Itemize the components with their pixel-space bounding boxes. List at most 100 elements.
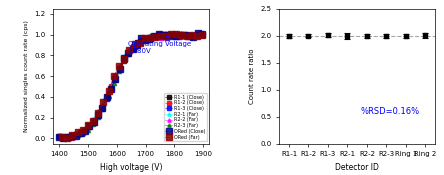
- R1-2 (Close): [135, 43, 140, 45]
- R1-1 (Close): [130, 47, 135, 49]
- R1-2 (Close): [113, 75, 118, 77]
- R1-1 (Close): [65, 137, 71, 139]
- R2-3 (Far): [122, 59, 127, 61]
- R1-2 (Close): [173, 34, 178, 37]
- R1-1 (Close): [169, 34, 174, 36]
- R1-3 (Close): [195, 33, 200, 36]
- R2-3 (Far): [116, 70, 122, 72]
- R1-3 (Close): [104, 98, 109, 100]
- ORed (Close): [87, 125, 92, 127]
- R1-1 (Close): [74, 133, 79, 135]
- R2-1 (Far): [199, 34, 205, 36]
- ORed (Close): [56, 136, 62, 138]
- R1-3 (Close): [83, 129, 88, 131]
- ORed (Far): [143, 36, 148, 38]
- R2-1 (Far): [111, 78, 117, 80]
- R1-1 (Close): [178, 34, 183, 36]
- Line: R1-1 (Close): R1-1 (Close): [57, 32, 204, 140]
- R1-1 (Close): [160, 33, 166, 36]
- ORed (Close): [104, 96, 109, 98]
- R2-3 (Far): [59, 136, 65, 139]
- R1-2 (Close): [195, 34, 200, 36]
- R1-1 (Close): [147, 38, 153, 41]
- R2-3 (Far): [143, 39, 148, 41]
- R1-3 (Close): [61, 137, 66, 139]
- R1-2 (Close): [147, 37, 153, 39]
- R1-1 (Close): [165, 33, 170, 35]
- R2-1 (Far): [174, 33, 179, 35]
- R2-1 (Far): [184, 34, 189, 36]
- R1-3 (Close): [190, 34, 196, 36]
- R1-1 (Close): [199, 34, 205, 36]
- ORed (Close): [69, 134, 75, 136]
- R1-2 (Close): [100, 106, 105, 108]
- R1-2 (Close): [126, 51, 131, 53]
- R2-2 (Far): [194, 33, 200, 35]
- X-axis label: High voltage (V): High voltage (V): [100, 163, 163, 172]
- ORed (Close): [152, 35, 157, 37]
- R1-1 (Close): [135, 41, 140, 43]
- ORed (Close): [117, 68, 123, 70]
- R2-2 (Far): [163, 36, 169, 38]
- R1-1 (Close): [104, 96, 109, 98]
- R2-2 (Far): [189, 35, 194, 37]
- R2-2 (Far): [137, 40, 143, 42]
- ORed (Close): [169, 34, 174, 36]
- ORed (Close): [91, 121, 96, 123]
- R2-2 (Far): [70, 134, 75, 136]
- R1-3 (Close): [160, 36, 166, 38]
- R2-1 (Far): [106, 90, 111, 92]
- R2-3 (Far): [174, 34, 179, 36]
- ORed (Close): [173, 34, 178, 37]
- R2-2 (Far): [143, 37, 148, 39]
- R1-1 (Close): [91, 120, 96, 122]
- R2-1 (Far): [179, 35, 184, 37]
- Line: R1-2 (Close): R1-2 (Close): [57, 32, 204, 140]
- R2-1 (Far): [95, 110, 101, 112]
- ORed (Far): [122, 58, 127, 60]
- ORed (Far): [127, 49, 132, 51]
- R2-2 (Far): [127, 49, 132, 51]
- R1-1 (Close): [173, 32, 178, 34]
- ORed (Close): [61, 137, 66, 139]
- Line: R1-3 (Close): R1-3 (Close): [57, 32, 204, 140]
- ORed (Far): [184, 34, 189, 37]
- R2-3 (Far): [127, 51, 132, 53]
- ORed (Far): [116, 65, 122, 67]
- R1-3 (Close): [117, 67, 123, 69]
- ORed (Close): [160, 34, 166, 36]
- X-axis label: Detector ID: Detector ID: [335, 163, 379, 172]
- ORed (Far): [189, 34, 194, 36]
- R1-1 (Close): [152, 35, 157, 37]
- ORed (Far): [70, 134, 75, 136]
- R1-3 (Close): [69, 136, 75, 139]
- R2-1 (Far): [122, 55, 127, 58]
- R2-3 (Far): [106, 95, 111, 97]
- R2-2 (Far): [59, 134, 65, 136]
- R2-2 (Far): [116, 66, 122, 69]
- ORed (Far): [168, 33, 174, 35]
- R1-1 (Close): [195, 34, 200, 36]
- R1-2 (Close): [104, 96, 109, 98]
- ORed (Far): [106, 90, 111, 92]
- ORed (Far): [158, 35, 163, 37]
- R1-1 (Close): [83, 128, 88, 131]
- R1-2 (Close): [74, 133, 79, 135]
- R2-2 (Far): [91, 121, 96, 124]
- R2-1 (Far): [158, 35, 163, 37]
- R1-3 (Close): [113, 79, 118, 81]
- ORed (Far): [199, 33, 205, 36]
- R1-1 (Close): [113, 76, 118, 78]
- R1-3 (Close): [135, 44, 140, 47]
- Line: R2-2 (Far): R2-2 (Far): [60, 31, 204, 138]
- R1-1 (Close): [186, 34, 192, 36]
- R2-3 (Far): [132, 46, 137, 48]
- R2-2 (Far): [168, 33, 174, 35]
- R2-1 (Far): [143, 38, 148, 40]
- R2-3 (Far): [70, 135, 75, 137]
- R2-3 (Far): [95, 116, 101, 118]
- R2-1 (Far): [147, 34, 153, 36]
- R2-3 (Far): [85, 129, 91, 131]
- R2-1 (Far): [91, 118, 96, 120]
- R2-3 (Far): [101, 106, 106, 108]
